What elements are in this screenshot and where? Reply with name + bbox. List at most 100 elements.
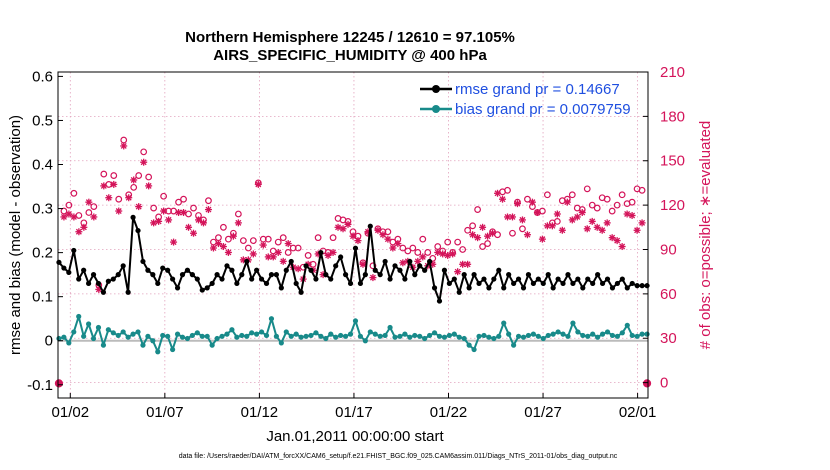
- obs-possible-point: [384, 228, 392, 236]
- rmse-point: [604, 276, 611, 282]
- rmse-point: [530, 280, 536, 287]
- bias-point: [402, 331, 408, 337]
- rmse-point: [318, 250, 324, 256]
- right-tick-label: 180: [660, 108, 685, 125]
- right-tick-label: 210: [660, 64, 685, 81]
- bias-point: [555, 329, 561, 335]
- left-tick-label: 0.6: [32, 68, 53, 85]
- rmse-point: [150, 272, 156, 278]
- bias-point: [130, 331, 136, 337]
- obs-evaluated-point: [204, 206, 212, 214]
- chart-title-line2: AIRS_SPECIFIC_HUMIDITY @ 400 hPa: [213, 47, 487, 64]
- left-tick-label: 0.2: [32, 245, 53, 262]
- bias-point: [392, 334, 398, 340]
- rmse-point: [234, 280, 240, 287]
- obs-possible-point: [568, 191, 576, 199]
- bias-point: [466, 342, 472, 348]
- obs-evaluated-point: [538, 235, 546, 243]
- bias-point: [501, 320, 507, 326]
- rmse-point: [71, 247, 77, 254]
- obs-evaluated-point: [85, 198, 93, 206]
- obs-possible-point: [504, 186, 511, 194]
- obs-evaluated-point: [175, 209, 183, 217]
- obs-evaluated-point: [389, 244, 397, 252]
- rmse-point: [95, 280, 102, 287]
- obs-evaluated-point: [588, 217, 596, 225]
- rmse-point: [323, 272, 329, 278]
- rmse-point: [229, 267, 235, 273]
- obs-evaluated-point: [469, 231, 477, 239]
- right-tick-label: 150: [660, 153, 685, 170]
- rmse-point: [263, 280, 270, 287]
- obs-evaluated-point: [105, 194, 113, 202]
- rmse-point: [61, 265, 67, 271]
- obs-evaluated-point: [474, 234, 482, 242]
- obs-possible-point: [130, 183, 138, 191]
- obs-possible-point: [234, 210, 242, 218]
- legend-bias-marker: [432, 105, 440, 113]
- obs-evaluated-point: [459, 260, 467, 268]
- rmse-point: [486, 285, 492, 291]
- bias-point: [451, 331, 457, 337]
- obs-possible-point: [304, 252, 312, 259]
- obs-evaluated-point: [115, 207, 123, 215]
- obs-evaluated-point: [444, 251, 452, 259]
- obs-evaluated-point: [329, 248, 337, 256]
- obs-possible-point: [588, 201, 596, 209]
- bias-point: [189, 332, 195, 339]
- rmse-point: [407, 258, 413, 265]
- rmse-point: [481, 276, 487, 282]
- left-axis: -0.1 0 0.1 0.2 0.3 0.4 0.5 0.6: [27, 68, 63, 394]
- rmse-point: [496, 267, 502, 273]
- bias-point: [515, 333, 522, 339]
- bias-point: [456, 334, 462, 340]
- y-axis-label-left: rmse and bias (model - observation): [7, 115, 24, 355]
- left-tick-label: -0.1: [27, 377, 53, 394]
- rmse-point: [224, 263, 230, 269]
- bias-point: [254, 331, 260, 337]
- rmse-point: [397, 267, 403, 273]
- obs-evaluated-point: [160, 207, 168, 215]
- obs-evaluated-point: [229, 232, 237, 240]
- bias-point: [545, 332, 551, 339]
- obs-evaluated-point: [598, 226, 606, 234]
- bias-point: [298, 334, 304, 340]
- obs-evaluated-point: [603, 219, 611, 227]
- bias-point: [323, 335, 329, 342]
- rmse-point: [170, 276, 176, 282]
- x-tick-label: 01/27: [524, 404, 562, 421]
- bias-point: [61, 334, 67, 340]
- bias-point: [377, 333, 383, 339]
- bias-point: [66, 340, 72, 346]
- rmse-point: [268, 272, 275, 278]
- bias-point: [283, 329, 289, 335]
- bias-point: [342, 333, 349, 339]
- rmse-point: [436, 298, 443, 304]
- obs-evaluated-point: [125, 194, 133, 202]
- obs-possible-point: [264, 235, 272, 243]
- bias-point: [110, 330, 116, 336]
- rmse-point: [387, 276, 393, 282]
- bias-point: [595, 334, 601, 340]
- left-tick-label: 0.4: [32, 157, 53, 174]
- obs-evaluated-point: [155, 217, 163, 225]
- rmse-point: [328, 276, 334, 282]
- obs-evaluated-point: [608, 234, 616, 242]
- obs-evaluated-point: [264, 253, 272, 261]
- obs-evaluated-point: [633, 226, 641, 234]
- left-tick-label: 0.1: [32, 289, 53, 306]
- obs-evaluated-point: [354, 237, 362, 245]
- obs-evaluated-point: [528, 198, 536, 206]
- rmse-point: [145, 267, 151, 273]
- bias-point: [550, 331, 556, 337]
- obs-evaluated-point: [60, 213, 68, 221]
- obs-evaluated-point: [479, 223, 487, 231]
- obs-possible-point: [115, 195, 123, 203]
- bias-point: [407, 334, 413, 340]
- rmse-point: [273, 272, 279, 278]
- rmse-point: [174, 285, 181, 291]
- rmse-point: [254, 267, 260, 273]
- obs-evaluated-point: [259, 241, 267, 249]
- obs-possible-point: [608, 207, 616, 215]
- obs-possible-point: [135, 172, 143, 179]
